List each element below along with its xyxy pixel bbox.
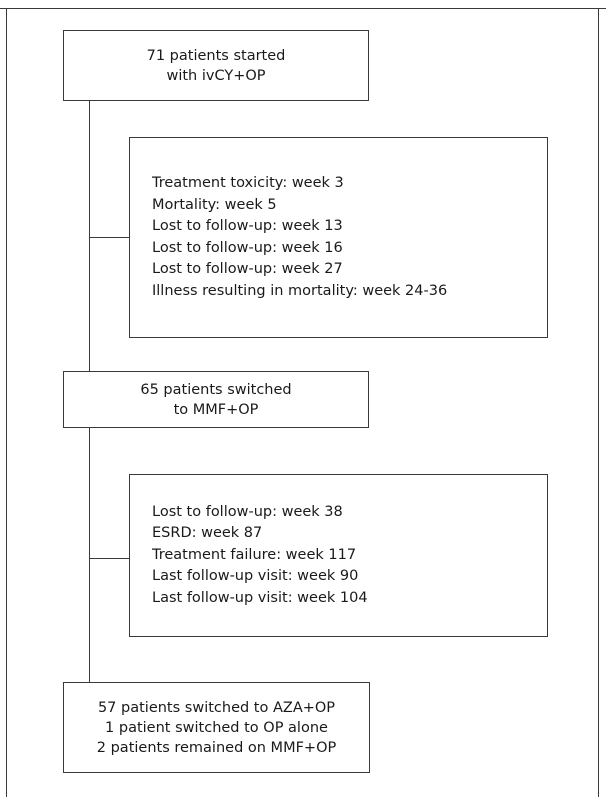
switch-box-line: 65 patients switched: [140, 381, 292, 398]
exclusion-item: Last follow-up visit: week 104: [152, 589, 368, 606]
connector-to-exclusions-1: [89, 237, 129, 238]
exclusion-item: Illness resulting in mortality: week 24-…: [152, 282, 448, 299]
start-box-line: 71 patients started: [146, 47, 286, 64]
connector-to-exclusions-2: [89, 558, 129, 559]
start-box-line: with ivCY+OP: [166, 67, 266, 84]
final-box: 57 patients switched to AZA+OP 1 patient…: [63, 682, 370, 773]
exclusions-box-2: Lost to follow-up: week 38 ESRD: week 87…: [129, 474, 548, 637]
connector-start-to-switch: [89, 101, 90, 371]
start-box: 71 patients started with ivCY+OP: [63, 30, 369, 101]
final-box-line: 1 patient switched to OP alone: [105, 719, 328, 736]
exclusion-item: Lost to follow-up: week 27: [152, 261, 343, 277]
switch-box-line: to MMF+OP: [173, 401, 259, 418]
frame-right-border: [598, 8, 599, 797]
exclusions-box-1: Treatment toxicity: week 3 Mortality: we…: [129, 137, 548, 338]
exclusion-item: Lost to follow-up: week 13: [152, 218, 343, 234]
frame-left-border: [6, 8, 7, 797]
exclusion-item: Mortality: week 5: [152, 196, 277, 213]
exclusion-item: Treatment failure: week 117: [152, 546, 357, 563]
final-box-line: 57 patients switched to AZA+OP: [97, 699, 336, 716]
connector-switch-to-final: [89, 428, 90, 682]
exclusion-item: Treatment toxicity: week 3: [152, 175, 344, 191]
frame-top-border: [0, 8, 606, 9]
exclusion-item: ESRD: week 87: [152, 525, 263, 542]
exclusion-item: Lost to follow-up: week 38: [152, 503, 343, 520]
switch-box: 65 patients switched to MMF+OP: [63, 371, 369, 428]
final-box-line: 2 patients remained on MMF+OP: [96, 739, 337, 756]
exclusion-item: Last follow-up visit: week 90: [152, 568, 359, 585]
exclusion-item: Lost to follow-up: week 16: [152, 239, 343, 256]
